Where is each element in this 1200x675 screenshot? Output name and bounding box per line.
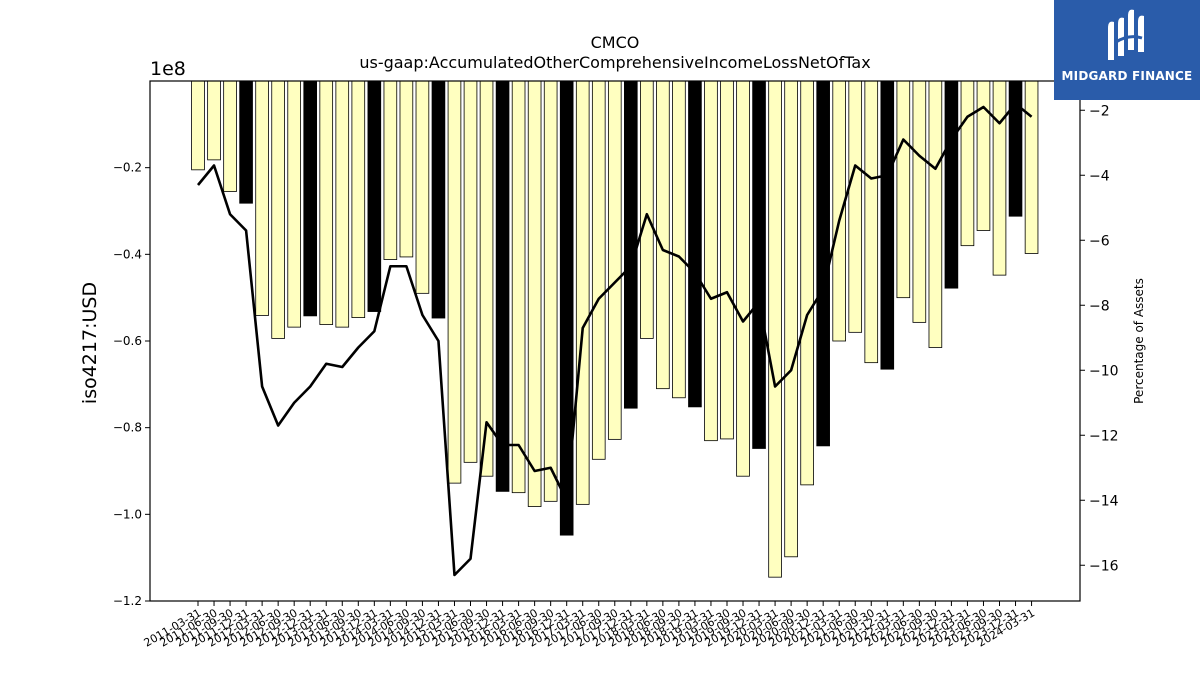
bar: [704, 80, 718, 442]
y-tick-label-right: −16: [1089, 558, 1119, 574]
chart-title: CMCO: [591, 33, 640, 52]
bar: [640, 80, 654, 339]
y-tick-label-right: −10: [1089, 363, 1119, 379]
bar: [864, 80, 879, 364]
y-tick-label-right: −8: [1089, 298, 1110, 314]
line-series: [196, 102, 1033, 577]
y-tick-label-left: −0.2: [113, 161, 142, 175]
bar: [271, 80, 285, 339]
bar: [575, 80, 590, 505]
bar: [527, 80, 542, 507]
bar: [928, 80, 943, 348]
y-tick-label-left: −0.8: [113, 421, 142, 435]
bar-series: [191, 80, 1039, 578]
bar: [688, 80, 702, 408]
bar: [736, 80, 750, 477]
y-axis-offset-label: 1e8: [150, 58, 186, 80]
y-tick-label-right: −12: [1089, 428, 1119, 444]
brand-badge: MIDGARD FINANCE: [1054, 0, 1200, 100]
bar: [223, 80, 237, 192]
y-tick-label-left: −0.6: [113, 334, 142, 348]
bar: [912, 80, 927, 323]
bar: [207, 80, 221, 161]
bar: [800, 80, 814, 486]
bar: [784, 80, 798, 558]
bar: [591, 80, 606, 460]
bar: [255, 80, 269, 316]
bar: [447, 80, 462, 484]
bar: [335, 80, 350, 328]
bar: [399, 80, 414, 258]
bar: [1024, 80, 1039, 254]
y-tick-label-right: −4: [1089, 168, 1110, 184]
bar: [607, 80, 622, 440]
bar: [624, 80, 638, 409]
bar: [672, 80, 686, 399]
bar: [960, 80, 975, 247]
bar: [287, 80, 301, 328]
bar: [303, 80, 318, 317]
y-tick-label-right: −6: [1089, 233, 1110, 249]
bar: [367, 80, 382, 312]
bar: [559, 80, 574, 536]
bar: [431, 80, 446, 319]
y-tick-label-right: −14: [1089, 493, 1119, 509]
bar: [543, 80, 558, 502]
y-tick-label-left: −1.0: [113, 507, 142, 521]
bar: [992, 80, 1007, 276]
bar: [351, 80, 366, 319]
y-tick-label-left: −1.2: [113, 594, 142, 608]
bar: [1008, 80, 1023, 217]
y-axis-label-left: iso4217:USD: [79, 282, 101, 404]
bar: [880, 80, 895, 370]
bar: [848, 80, 863, 333]
bar: [752, 80, 766, 449]
bar: [976, 80, 991, 231]
bar: [511, 80, 526, 494]
bar: [656, 80, 670, 390]
bar: [191, 80, 205, 171]
bar: [495, 80, 510, 492]
bar: [720, 80, 734, 440]
bar: [239, 80, 253, 204]
bar: [463, 80, 478, 463]
y-tick-label-left: −0.4: [113, 247, 142, 261]
bar: [816, 80, 830, 447]
bar: [383, 80, 398, 260]
brand-name: MIDGARD FINANCE: [1061, 69, 1193, 83]
bar: [944, 80, 959, 289]
axes: −1.2 −1.0 −0.8 −0.6 −0.4 −0.2 −16 −14 −12 −10 −8 −6…: [113, 80, 1119, 650]
bar: [479, 80, 494, 477]
bar: [319, 80, 334, 325]
midgard-m-logo-icon: [1108, 9, 1144, 61]
bar: [768, 80, 782, 578]
bar: [832, 80, 846, 342]
bar: [896, 80, 911, 299]
y-axis-label-right: Percentage of Assets: [1132, 278, 1146, 404]
chart-subtitle: us-gaap:AccumulatedOtherComprehensiveInc…: [359, 53, 870, 72]
y-tick-label-right: −2: [1089, 103, 1110, 119]
bar: [415, 80, 430, 294]
